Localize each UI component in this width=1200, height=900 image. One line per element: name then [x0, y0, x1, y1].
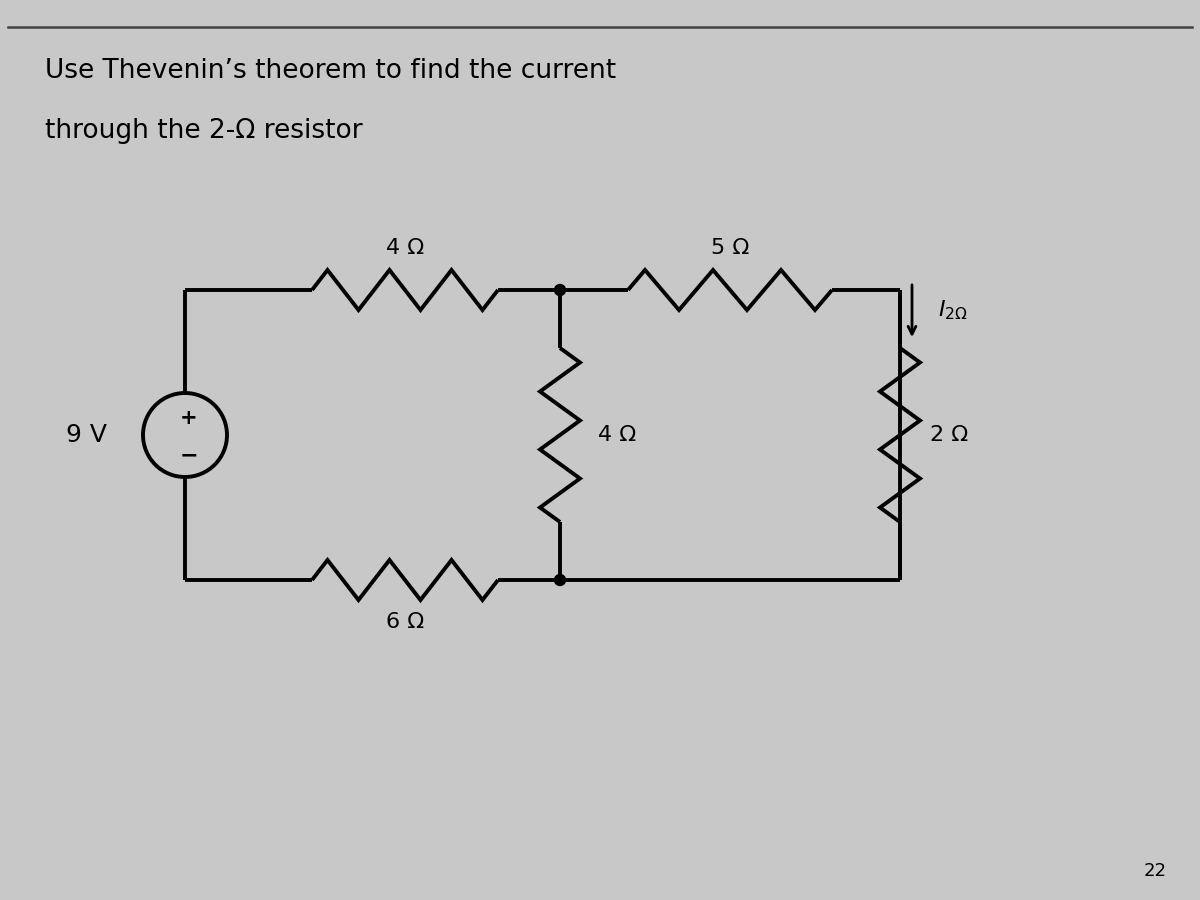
Text: 5 Ω: 5 Ω — [710, 238, 749, 258]
Text: 9 V: 9 V — [66, 423, 107, 447]
Text: 4 Ω: 4 Ω — [386, 238, 424, 258]
Text: 6 Ω: 6 Ω — [386, 612, 424, 632]
Text: $I_{2\Omega}$: $I_{2\Omega}$ — [938, 298, 967, 322]
Circle shape — [554, 574, 565, 586]
Text: −: − — [180, 445, 198, 465]
Text: 2 Ω: 2 Ω — [930, 425, 968, 445]
Text: 4 Ω: 4 Ω — [598, 425, 636, 445]
Text: Use Thevenin’s theorem to find the current: Use Thevenin’s theorem to find the curre… — [46, 58, 616, 84]
Text: 22: 22 — [1144, 862, 1166, 880]
Text: +: + — [180, 408, 198, 428]
Text: through the 2-Ω resistor: through the 2-Ω resistor — [46, 118, 362, 144]
Circle shape — [554, 284, 565, 295]
